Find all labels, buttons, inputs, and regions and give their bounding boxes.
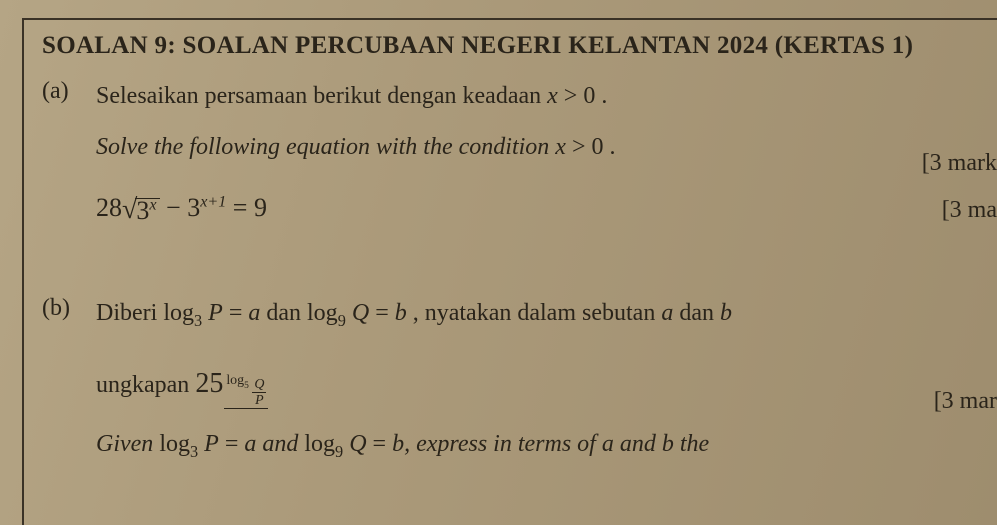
log-op: log [226, 373, 244, 388]
marks-a-1: [3 mark [922, 150, 997, 177]
text: ungkapan [96, 372, 195, 398]
part-a-equation: 28√3x − 3x+1 = 9 [96, 188, 997, 228]
part-a-body: Selesaikan persamaan berikut dengan kead… [96, 78, 997, 229]
rhs: 9 [254, 193, 267, 222]
exam-page: SOALAN 9: SOALAN PERCUBAAN NEGERI KELANT… [0, 0, 997, 525]
frac-num: Q [252, 378, 266, 393]
base-25: 25 [195, 368, 223, 399]
log-arg: P [204, 431, 219, 457]
var-x: x [547, 83, 558, 109]
equals: = [226, 193, 254, 222]
log-base: 5 [244, 381, 249, 391]
sqrt: √3x [122, 198, 160, 223]
var-b: b [662, 431, 674, 457]
base: 3 [187, 193, 200, 222]
log-op: log [163, 300, 194, 326]
text: the [674, 431, 709, 457]
var-b: b [392, 431, 404, 457]
equals: = [223, 300, 249, 326]
var-a: a [661, 300, 673, 326]
equals: = [369, 300, 395, 326]
text: , express in terms of [404, 431, 602, 457]
equals: = [367, 431, 393, 457]
part-a-line2: Solve the following equation with the co… [96, 129, 997, 166]
log-base: 9 [335, 442, 343, 461]
var-a: a [248, 300, 260, 326]
log-arg: Q [349, 431, 366, 457]
exponent: log5 QP [224, 374, 268, 410]
var-x: x [555, 134, 566, 160]
text: > 0 . [558, 83, 608, 109]
part-a-line1: Selesaikan persamaan berikut dengan kead… [96, 78, 997, 115]
var-b: b [395, 300, 407, 326]
coef: 28 [96, 193, 122, 222]
log-op: log [304, 431, 335, 457]
log-base: 3 [194, 310, 202, 329]
log-op: log [307, 300, 338, 326]
exp: x+1 [200, 194, 226, 211]
exp: x [149, 197, 156, 214]
part-a: (a) Selesaikan persamaan berikut dengan … [42, 78, 997, 229]
marks-a-2: [3 ma [942, 197, 997, 224]
text: > 0 . [566, 134, 616, 160]
part-b-expression: ungkapan 25log5 QP [96, 362, 997, 410]
text: Given [96, 431, 159, 457]
part-b-line3: Given log3 P = a and log9 Q = b, express… [96, 426, 997, 463]
text: and [614, 431, 662, 457]
text: Selesaikan persamaan berikut dengan kead… [96, 83, 547, 109]
var-a: a [602, 431, 614, 457]
log-base: 9 [338, 310, 346, 329]
var-b: b [720, 300, 732, 326]
text: and [256, 431, 304, 457]
log-arg: Q [352, 300, 369, 326]
question-frame: SOALAN 9: SOALAN PERCUBAAN NEGERI KELANT… [22, 18, 997, 525]
minus: − [160, 193, 188, 222]
part-b-label: (b) [42, 295, 96, 322]
text: dan [260, 300, 307, 326]
frac-den: P [253, 393, 266, 408]
part-b: (b) Diberi log3 P = a dan log9 Q = b , n… [42, 295, 997, 463]
log-base: 3 [190, 442, 198, 461]
text: , nyatakan dalam sebutan [407, 300, 662, 326]
question-title: SOALAN 9: SOALAN PERCUBAAN NEGERI KELANT… [42, 32, 997, 60]
base: 3 [136, 196, 149, 225]
equals: = [219, 431, 245, 457]
part-b-body: Diberi log3 P = a dan log9 Q = b , nyata… [96, 295, 997, 463]
text: dan [673, 300, 720, 326]
var-a: a [244, 431, 256, 457]
text: Diberi [96, 300, 163, 326]
part-b-line1: Diberi log3 P = a dan log9 Q = b , nyata… [96, 295, 997, 332]
log-arg: P [208, 300, 223, 326]
text: Solve the following equation with the co… [96, 134, 555, 160]
marks-b: [3 mar [934, 388, 997, 415]
log-op: log [159, 431, 190, 457]
part-a-label: (a) [42, 78, 96, 105]
